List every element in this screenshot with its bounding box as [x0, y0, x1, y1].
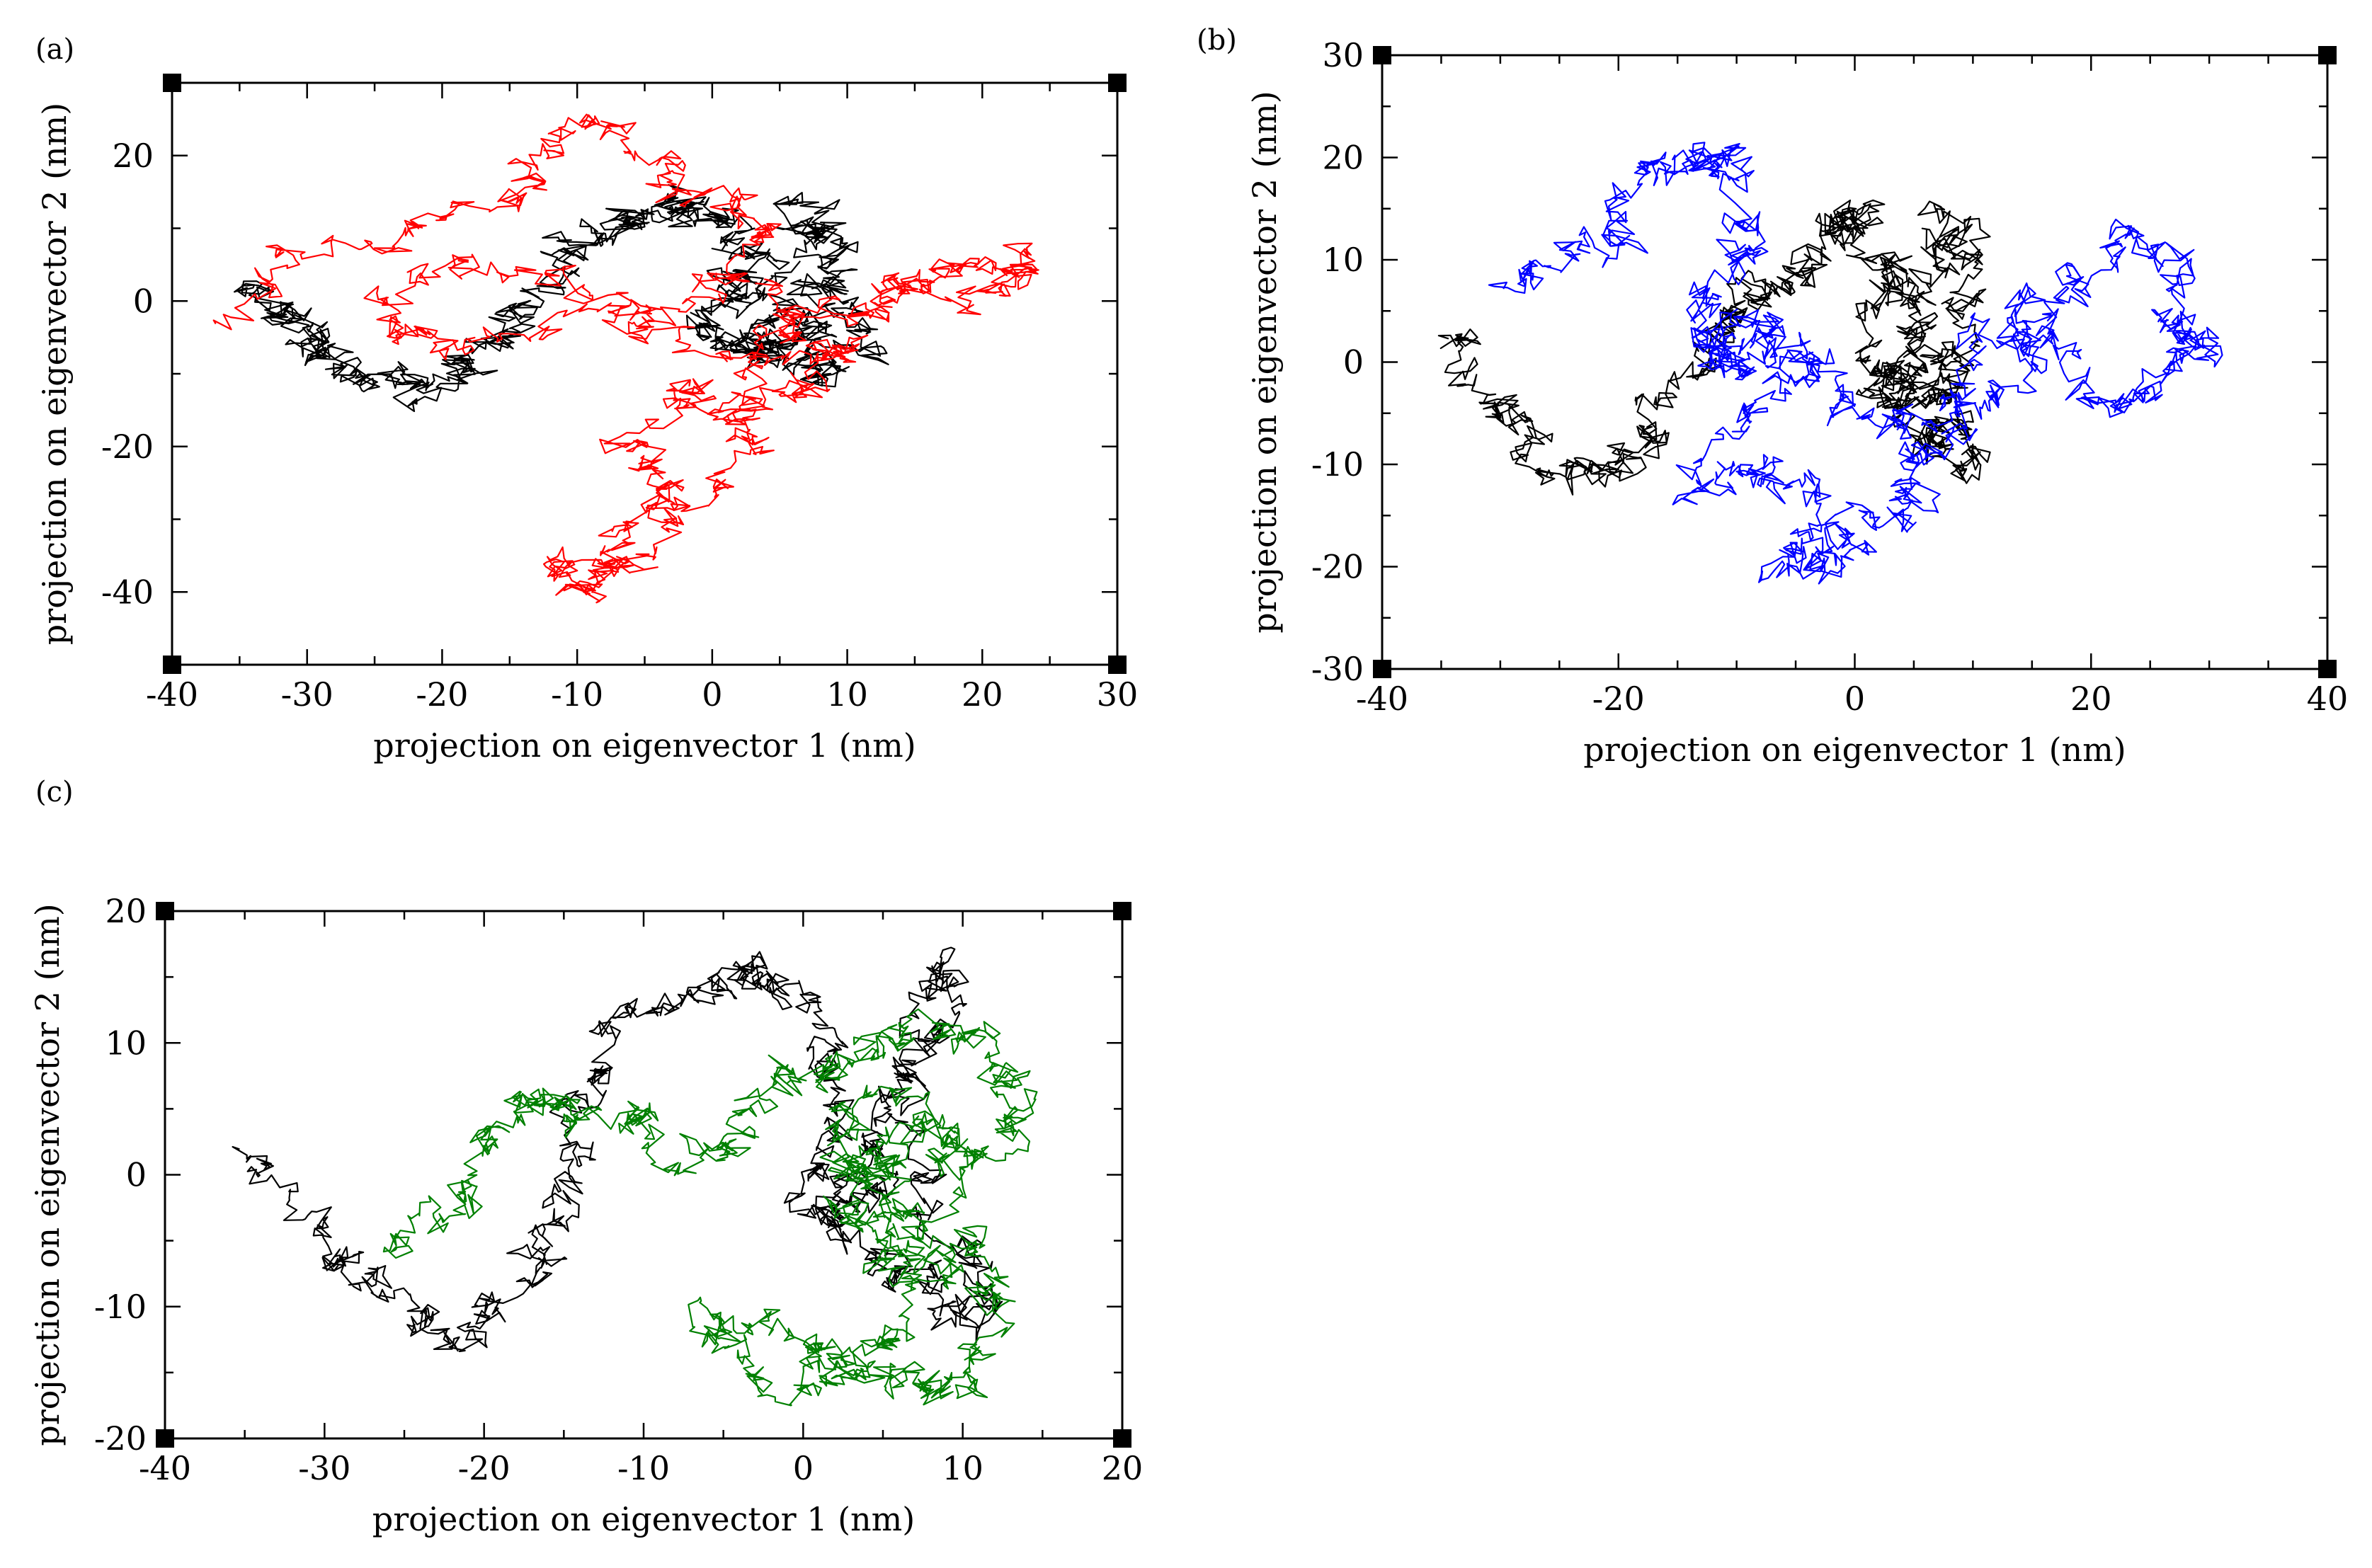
x-tick-label: -30	[281, 675, 333, 714]
y-tick-label: -10	[94, 1288, 147, 1326]
series-simulation-trace	[212, 113, 1039, 604]
x-tick-label: 20	[2070, 680, 2112, 718]
chart-panel-c: (c) -40 -30 -20 -10 0 10 20 -20 -10 0 10 20 projecti…	[28, 776, 1144, 1538]
plot-area	[1437, 142, 2223, 585]
y-tick-label: 20	[1322, 139, 1364, 177]
y-tick-label: 0	[133, 282, 154, 320]
y-tick-label: -40	[101, 573, 154, 611]
y-tick-label: -20	[1311, 548, 1364, 586]
x-tick-label: -10	[551, 675, 603, 714]
y-tick-label: 30	[1322, 36, 1364, 74]
y-tick-label: 10	[105, 1024, 147, 1062]
x-tick-label: 0	[793, 1449, 814, 1487]
y-axis-title: projection on eigenvector 2 (nm)	[1245, 91, 1284, 633]
panel-label-a: (a)	[35, 33, 74, 66]
chart-panel-b: (b) -40 -20 0 20 40 -30 -20 -10 0 10 20 30 projectio…	[1197, 24, 2349, 769]
y-tick-label: -10	[1311, 445, 1364, 483]
x-tick-label: -40	[139, 1449, 191, 1487]
y-tick-label: 0	[126, 1156, 147, 1194]
y-tick-label: 20	[105, 892, 147, 930]
x-axis-title: projection on eigenvector 1 (nm)	[373, 726, 916, 765]
series-reference-trace	[1437, 199, 1991, 496]
series-reference-trace	[232, 946, 1003, 1353]
series-simulation-trace	[1488, 142, 2223, 585]
y-tick-label: 10	[1322, 241, 1364, 279]
x-tick-label: -20	[458, 1449, 511, 1487]
x-tick-label: 40	[2307, 680, 2349, 718]
x-tick-label: -10	[617, 1449, 670, 1487]
x-tick-label: -40	[146, 675, 198, 714]
x-axis-title: projection on eigenvector 1 (nm)	[372, 1500, 915, 1538]
x-axis-title: projection on eigenvector 1 (nm)	[1583, 731, 2126, 769]
corner-marker	[156, 902, 174, 920]
corner-marker	[163, 74, 181, 92]
x-tick-label: -20	[416, 675, 468, 714]
series-simulation-trace	[382, 1008, 1038, 1407]
x-tick-label: 20	[1102, 1449, 1144, 1487]
x-tick-label: 10	[826, 675, 868, 714]
x-tick-label: 30	[1097, 675, 1139, 714]
corner-marker	[1108, 74, 1127, 92]
y-tick-label: 0	[1343, 343, 1364, 382]
y-axis-title: projection on eigenvector 2 (nm)	[35, 103, 74, 645]
y-tick-label: 20	[112, 137, 154, 175]
y-tick-label: -30	[1311, 650, 1364, 688]
x-tick-label: -30	[298, 1449, 350, 1487]
corner-marker	[156, 1429, 174, 1448]
corner-marker	[1113, 1429, 1131, 1448]
corner-marker	[2318, 46, 2337, 64]
chart-panel-a: (a) -40 -30 -20 -10 0 10 20 30 -40 -20 0 20 projecti…	[35, 33, 1139, 765]
plot-frame	[1381, 54, 2329, 670]
corner-marker	[1373, 660, 1391, 678]
corner-marker	[2318, 660, 2337, 678]
corner-marker	[1373, 46, 1391, 64]
series-reference-trace	[234, 183, 889, 413]
x-tick-label: 0	[702, 675, 722, 714]
panel-label-c: (c)	[35, 776, 74, 808]
x-tick-label: -20	[1592, 680, 1645, 718]
x-tick-label: 10	[942, 1449, 983, 1487]
corner-marker	[163, 656, 181, 674]
x-tick-label: 0	[1844, 680, 1865, 718]
x-tick-label: -40	[1356, 680, 1408, 718]
y-axis-title: projection on eigenvector 2 (nm)	[28, 903, 67, 1446]
y-tick-label: -20	[94, 1419, 147, 1458]
plot-area	[212, 113, 1039, 604]
corner-marker	[1113, 902, 1131, 920]
panel-label-b: (b)	[1197, 24, 1237, 57]
x-tick-label: 20	[962, 675, 1003, 714]
y-tick-label: -20	[101, 428, 154, 466]
plot-area	[232, 946, 1038, 1407]
corner-marker	[1108, 656, 1127, 674]
